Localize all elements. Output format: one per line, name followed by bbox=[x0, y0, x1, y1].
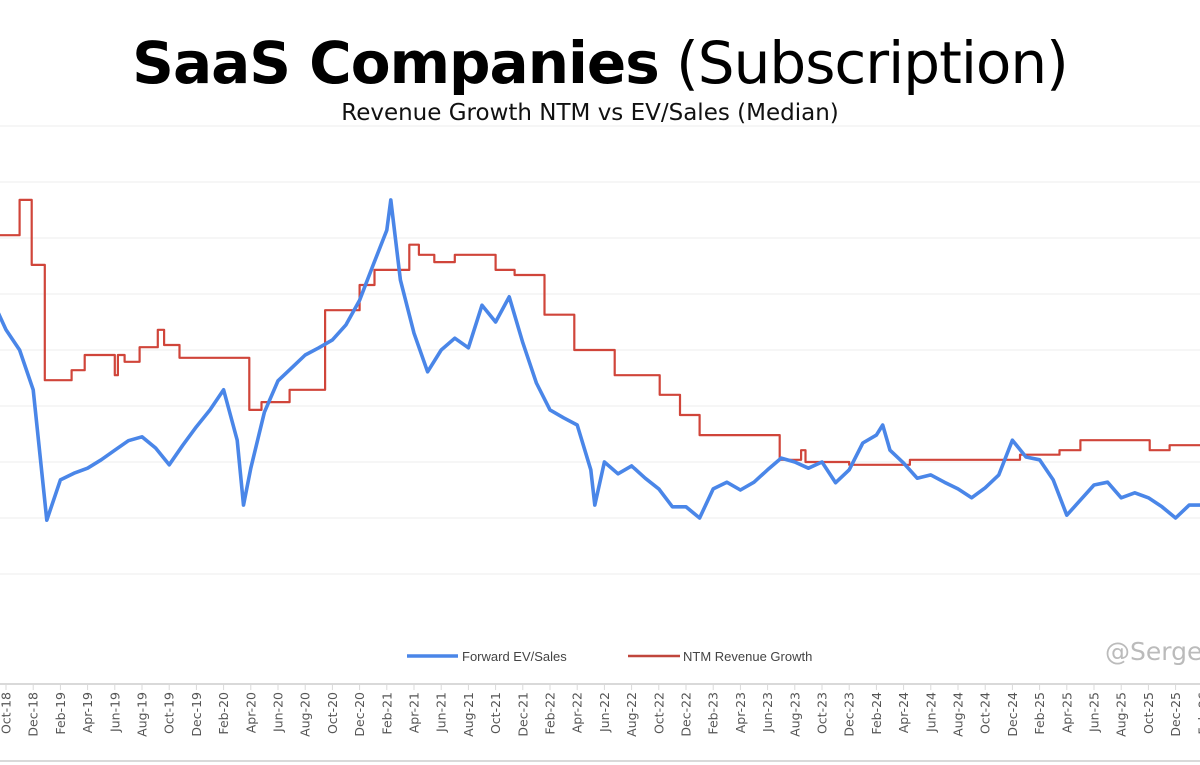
x-tick-label: Oct-18 bbox=[0, 692, 14, 734]
x-tick-label: Oct-20 bbox=[325, 692, 340, 734]
x-tick-label: Dec-19 bbox=[189, 692, 204, 737]
x-tick-label: Oct-19 bbox=[162, 692, 177, 734]
series-line-ntm-revenue-growth bbox=[0, 198, 1200, 466]
x-tick-label: Oct-24 bbox=[978, 692, 993, 734]
watermark: @Serge bbox=[1105, 637, 1200, 666]
x-tick-label: Apr-20 bbox=[243, 692, 258, 733]
x-tick-label: Feb-20 bbox=[216, 692, 231, 735]
x-tick-label: Feb-23 bbox=[706, 692, 721, 735]
x-tick-label: Jun-22 bbox=[597, 692, 612, 733]
x-tick-label: Aug-21 bbox=[461, 692, 476, 737]
x-tick-label: Aug-23 bbox=[787, 692, 802, 737]
chart-title-main: SaaS Companies bbox=[132, 29, 660, 97]
x-tick-label: Dec-23 bbox=[842, 692, 857, 737]
x-tick-label: Jun-20 bbox=[271, 692, 286, 733]
x-tick-label: Jun-21 bbox=[434, 692, 449, 733]
x-tick-label: Feb-19 bbox=[53, 692, 68, 735]
x-tick-label: Aug-19 bbox=[135, 692, 150, 737]
x-tick-label: Dec-25 bbox=[1168, 692, 1183, 737]
x-tick-label: Dec-18 bbox=[26, 692, 41, 737]
chart-title: SaaS Companies (Subscription) bbox=[0, 28, 1200, 98]
x-tick-label: Apr-21 bbox=[407, 692, 422, 733]
x-tick-label: Feb-26 bbox=[1195, 692, 1200, 735]
x-tick-label: Feb-21 bbox=[379, 692, 394, 735]
x-tick-label: Dec-20 bbox=[352, 692, 367, 737]
x-tick-label: Dec-24 bbox=[1005, 692, 1020, 737]
series-lines bbox=[0, 198, 1200, 522]
x-tick-label: Oct-22 bbox=[651, 692, 666, 734]
x-tick-label: Oct-25 bbox=[1141, 692, 1156, 734]
x-tick-label: Jun-19 bbox=[107, 692, 122, 733]
x-tick-label: Aug-24 bbox=[951, 692, 966, 737]
x-tick-label: Aug-25 bbox=[1114, 692, 1129, 737]
x-tick-label: Apr-24 bbox=[896, 692, 911, 733]
x-tick-label: Feb-22 bbox=[543, 692, 558, 735]
legend-label-forward-ev-sales: Forward EV/Sales bbox=[462, 649, 567, 664]
x-tick-label: Jun-25 bbox=[1087, 692, 1102, 733]
legend-label-ntm-revenue-growth: NTM Revenue Growth bbox=[683, 649, 812, 664]
legend: Forward EV/Sales NTM Revenue Growth bbox=[407, 649, 812, 664]
x-tick-label: Aug-20 bbox=[298, 692, 313, 737]
chart-title-suffix: (Subscription) bbox=[676, 29, 1069, 97]
x-tick-label: Apr-19 bbox=[80, 692, 95, 733]
chart-subtitle: Revenue Growth NTM vs EV/Sales (Median) bbox=[341, 100, 839, 126]
x-tick-label: Apr-23 bbox=[733, 692, 748, 733]
x-tick-label: Dec-22 bbox=[679, 692, 694, 737]
x-tick-label: Feb-25 bbox=[1032, 692, 1047, 735]
x-tick-label: Oct-21 bbox=[488, 692, 503, 734]
x-tick-label: Dec-21 bbox=[515, 692, 530, 737]
x-tick-label: Oct-23 bbox=[815, 692, 830, 734]
x-tick-label: Aug-22 bbox=[624, 692, 639, 737]
x-tick-label: Apr-22 bbox=[570, 692, 585, 733]
x-tick-label: Feb-24 bbox=[869, 692, 884, 735]
series-line-forward-ev-sales bbox=[0, 198, 1200, 522]
x-tick-label: Jun-24 bbox=[923, 692, 938, 733]
x-tick-label: Apr-25 bbox=[1059, 692, 1074, 733]
x-axis-ticks: Oct-18 Dec-18 Feb-19 Apr-19 Jun-19 Aug-19 Oct-… bbox=[0, 684, 1200, 737]
x-tick-label: Jun-23 bbox=[760, 692, 775, 733]
